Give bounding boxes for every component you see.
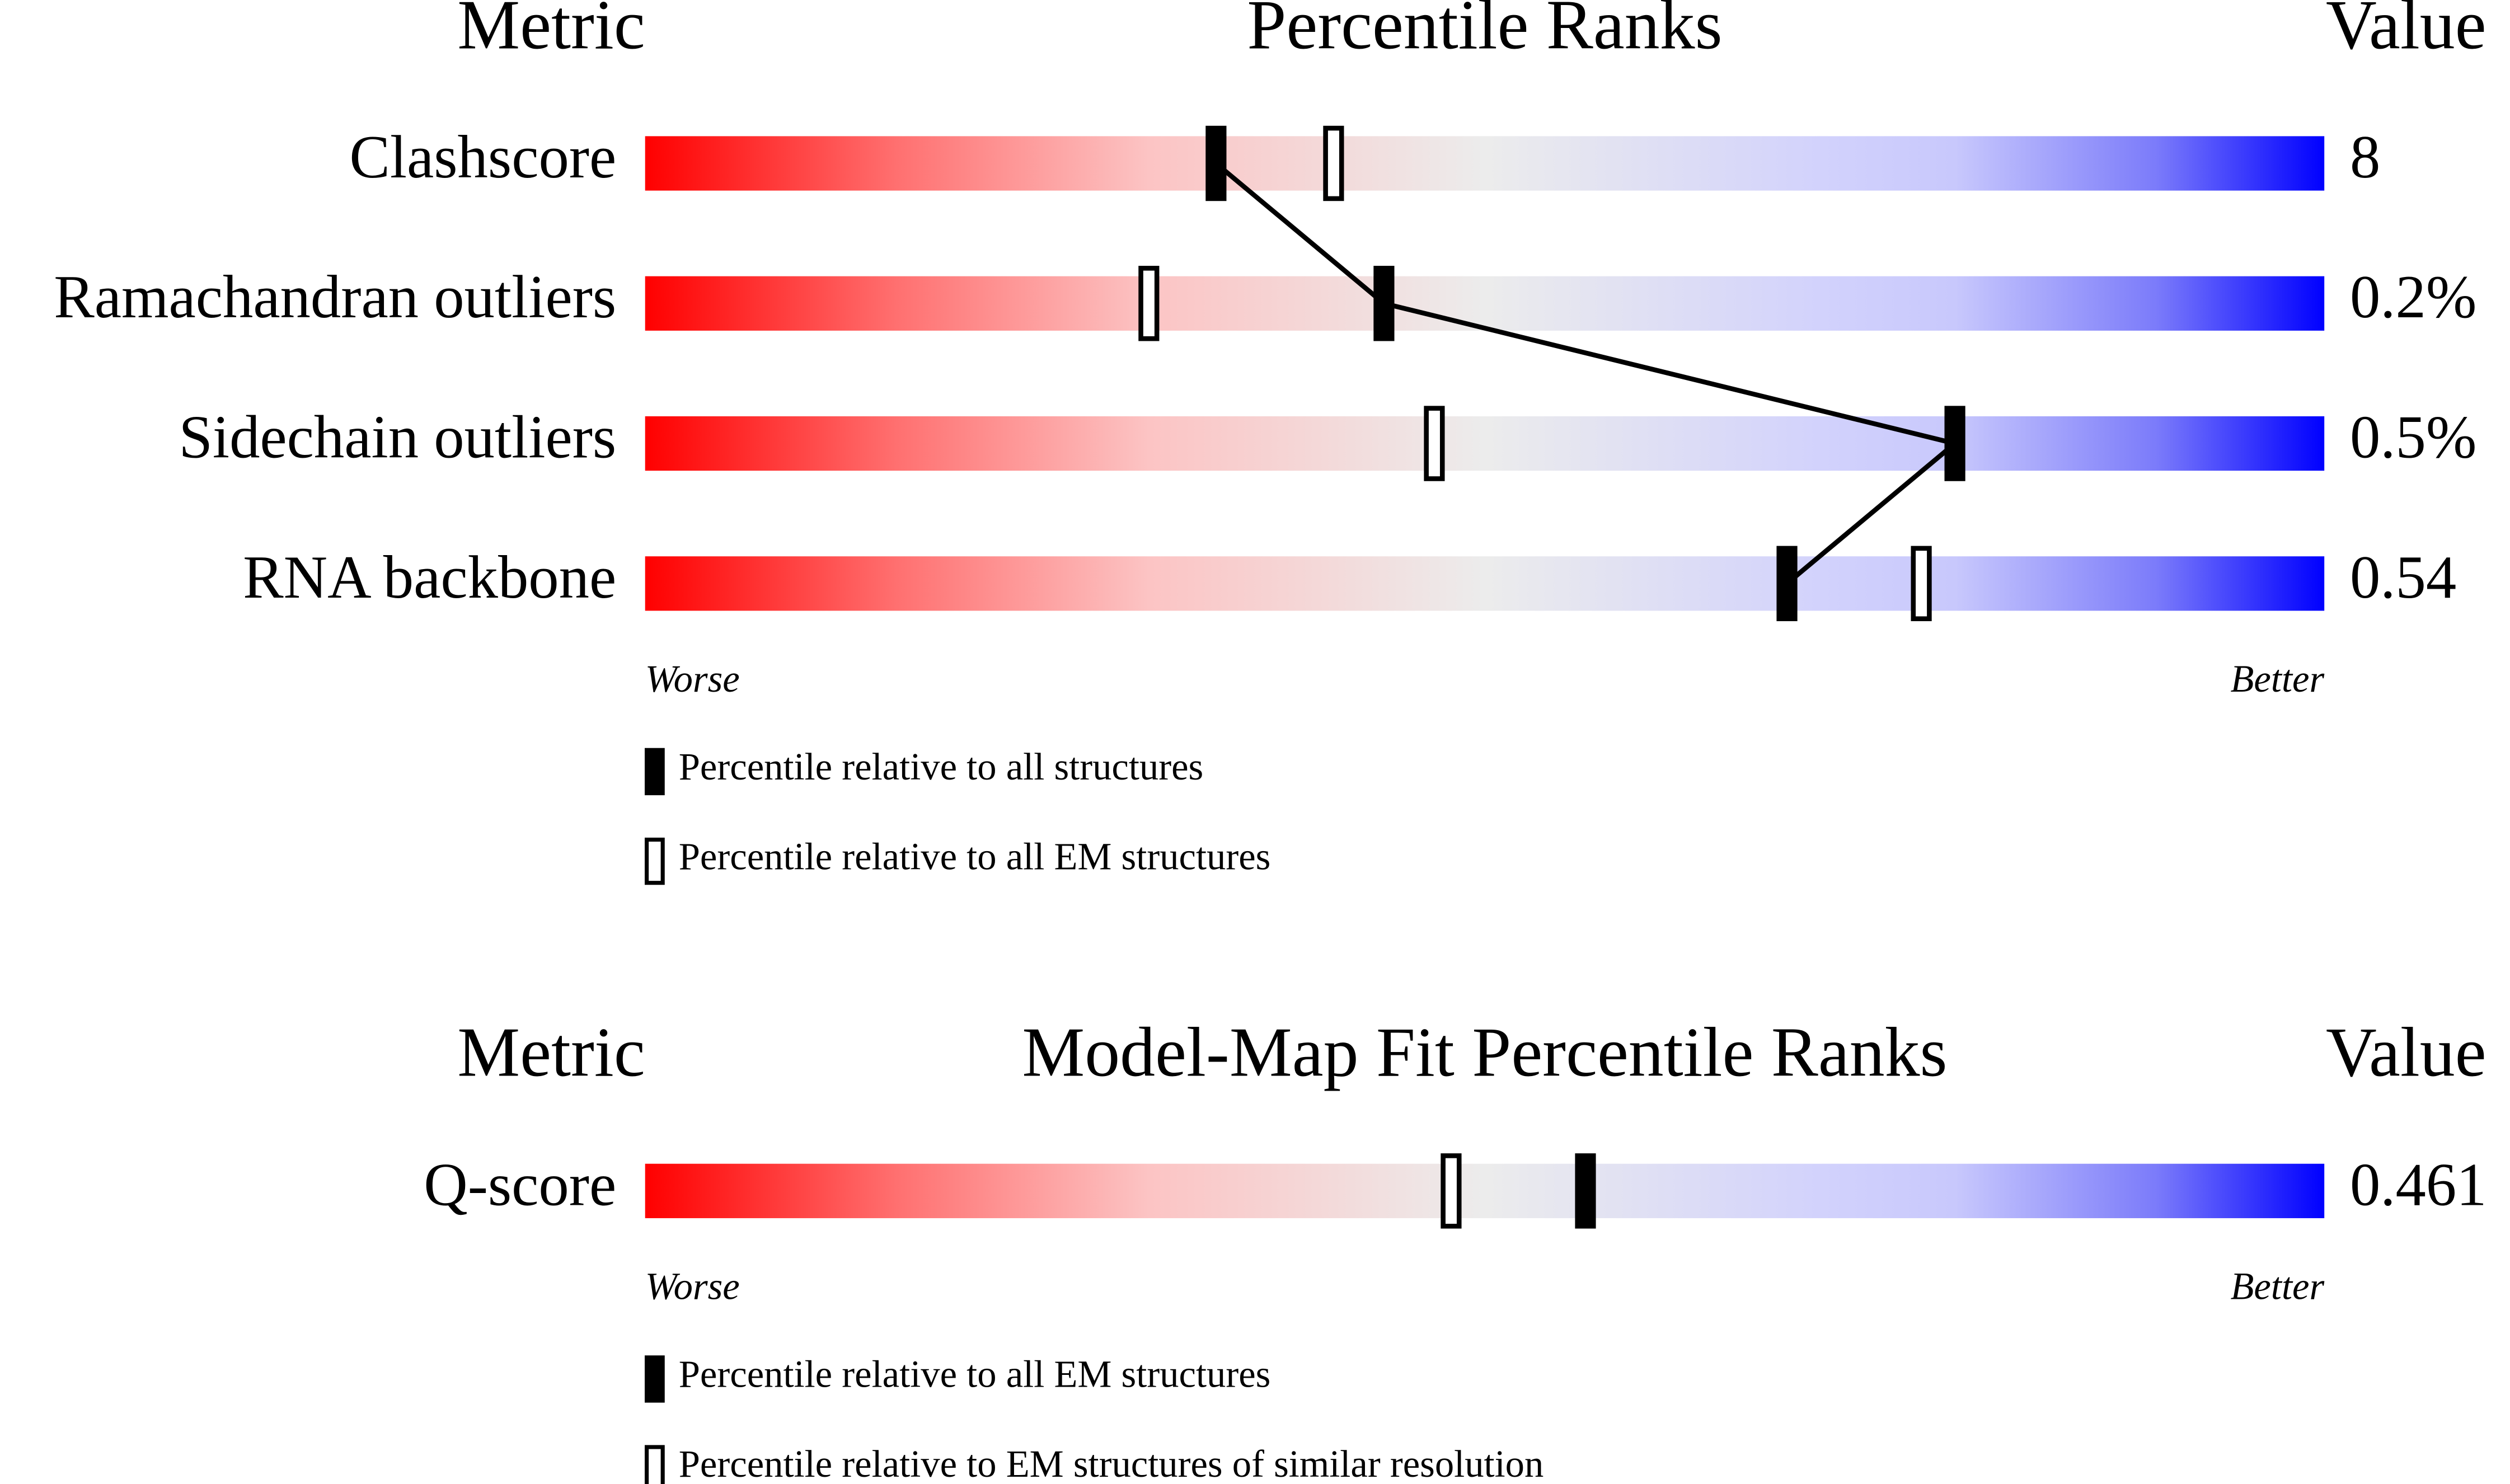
percentile-marker	[1575, 1153, 1596, 1229]
legend-swatch	[644, 837, 665, 885]
legend-swatch	[644, 1355, 665, 1403]
percentile-marker	[1441, 1153, 1462, 1229]
metric-label: RNA backbone	[243, 543, 616, 611]
chart-title: Model-Map Fit Percentile Ranks	[1022, 1014, 1947, 1092]
metric-label: Q-score	[424, 1150, 616, 1218]
metric-label: Clashscore	[349, 123, 616, 191]
percentile-marker	[1205, 125, 1227, 201]
slider-bar	[645, 276, 2325, 331]
slider-bar	[645, 416, 2325, 471]
better-label: Better	[2231, 1265, 2325, 1307]
metric-label: Ramachandran outliers	[54, 263, 616, 331]
slider-bar	[645, 1163, 2325, 1218]
slider-bar	[645, 556, 2325, 611]
percentile-marker	[1911, 546, 1932, 622]
metric-value: 8	[2350, 123, 2380, 191]
legend-swatch	[644, 748, 665, 796]
metric-label: Sidechain outliers	[179, 403, 616, 471]
worse-label: Worse	[645, 658, 740, 700]
metric-header: Metric	[457, 0, 645, 64]
metric-header: Metric	[457, 1014, 645, 1092]
percentile-marker	[1944, 406, 1965, 481]
percentile-marker	[1323, 125, 1344, 201]
value-header: Value	[2326, 0, 2486, 64]
legend-label: Percentile relative to all EM structures	[679, 1353, 1271, 1396]
percentile-marker	[1373, 266, 1395, 341]
percentile-marker	[1776, 546, 1798, 622]
metric-value: 0.2%	[2350, 263, 2476, 331]
slider-bar	[645, 136, 2325, 191]
legend-label: Percentile relative to all EM structures	[679, 835, 1271, 877]
legend-swatch	[644, 1445, 665, 1484]
metric-value: 0.461	[2350, 1150, 2487, 1218]
metric-value: 0.5%	[2350, 403, 2476, 471]
legend-label: Percentile relative to EM structures of …	[679, 1443, 1544, 1484]
percentile-marker	[1424, 406, 1445, 481]
value-header: Value	[2326, 1014, 2486, 1092]
chart-title: Percentile Ranks	[1247, 0, 1722, 64]
legend-label: Percentile relative to all structures	[679, 745, 1204, 788]
metric-value: 0.54	[2350, 543, 2456, 611]
better-label: Better	[2231, 658, 2325, 700]
rank-connector	[1214, 161, 1960, 586]
percentile-marker	[1138, 266, 1160, 341]
worse-label: Worse	[645, 1265, 740, 1307]
